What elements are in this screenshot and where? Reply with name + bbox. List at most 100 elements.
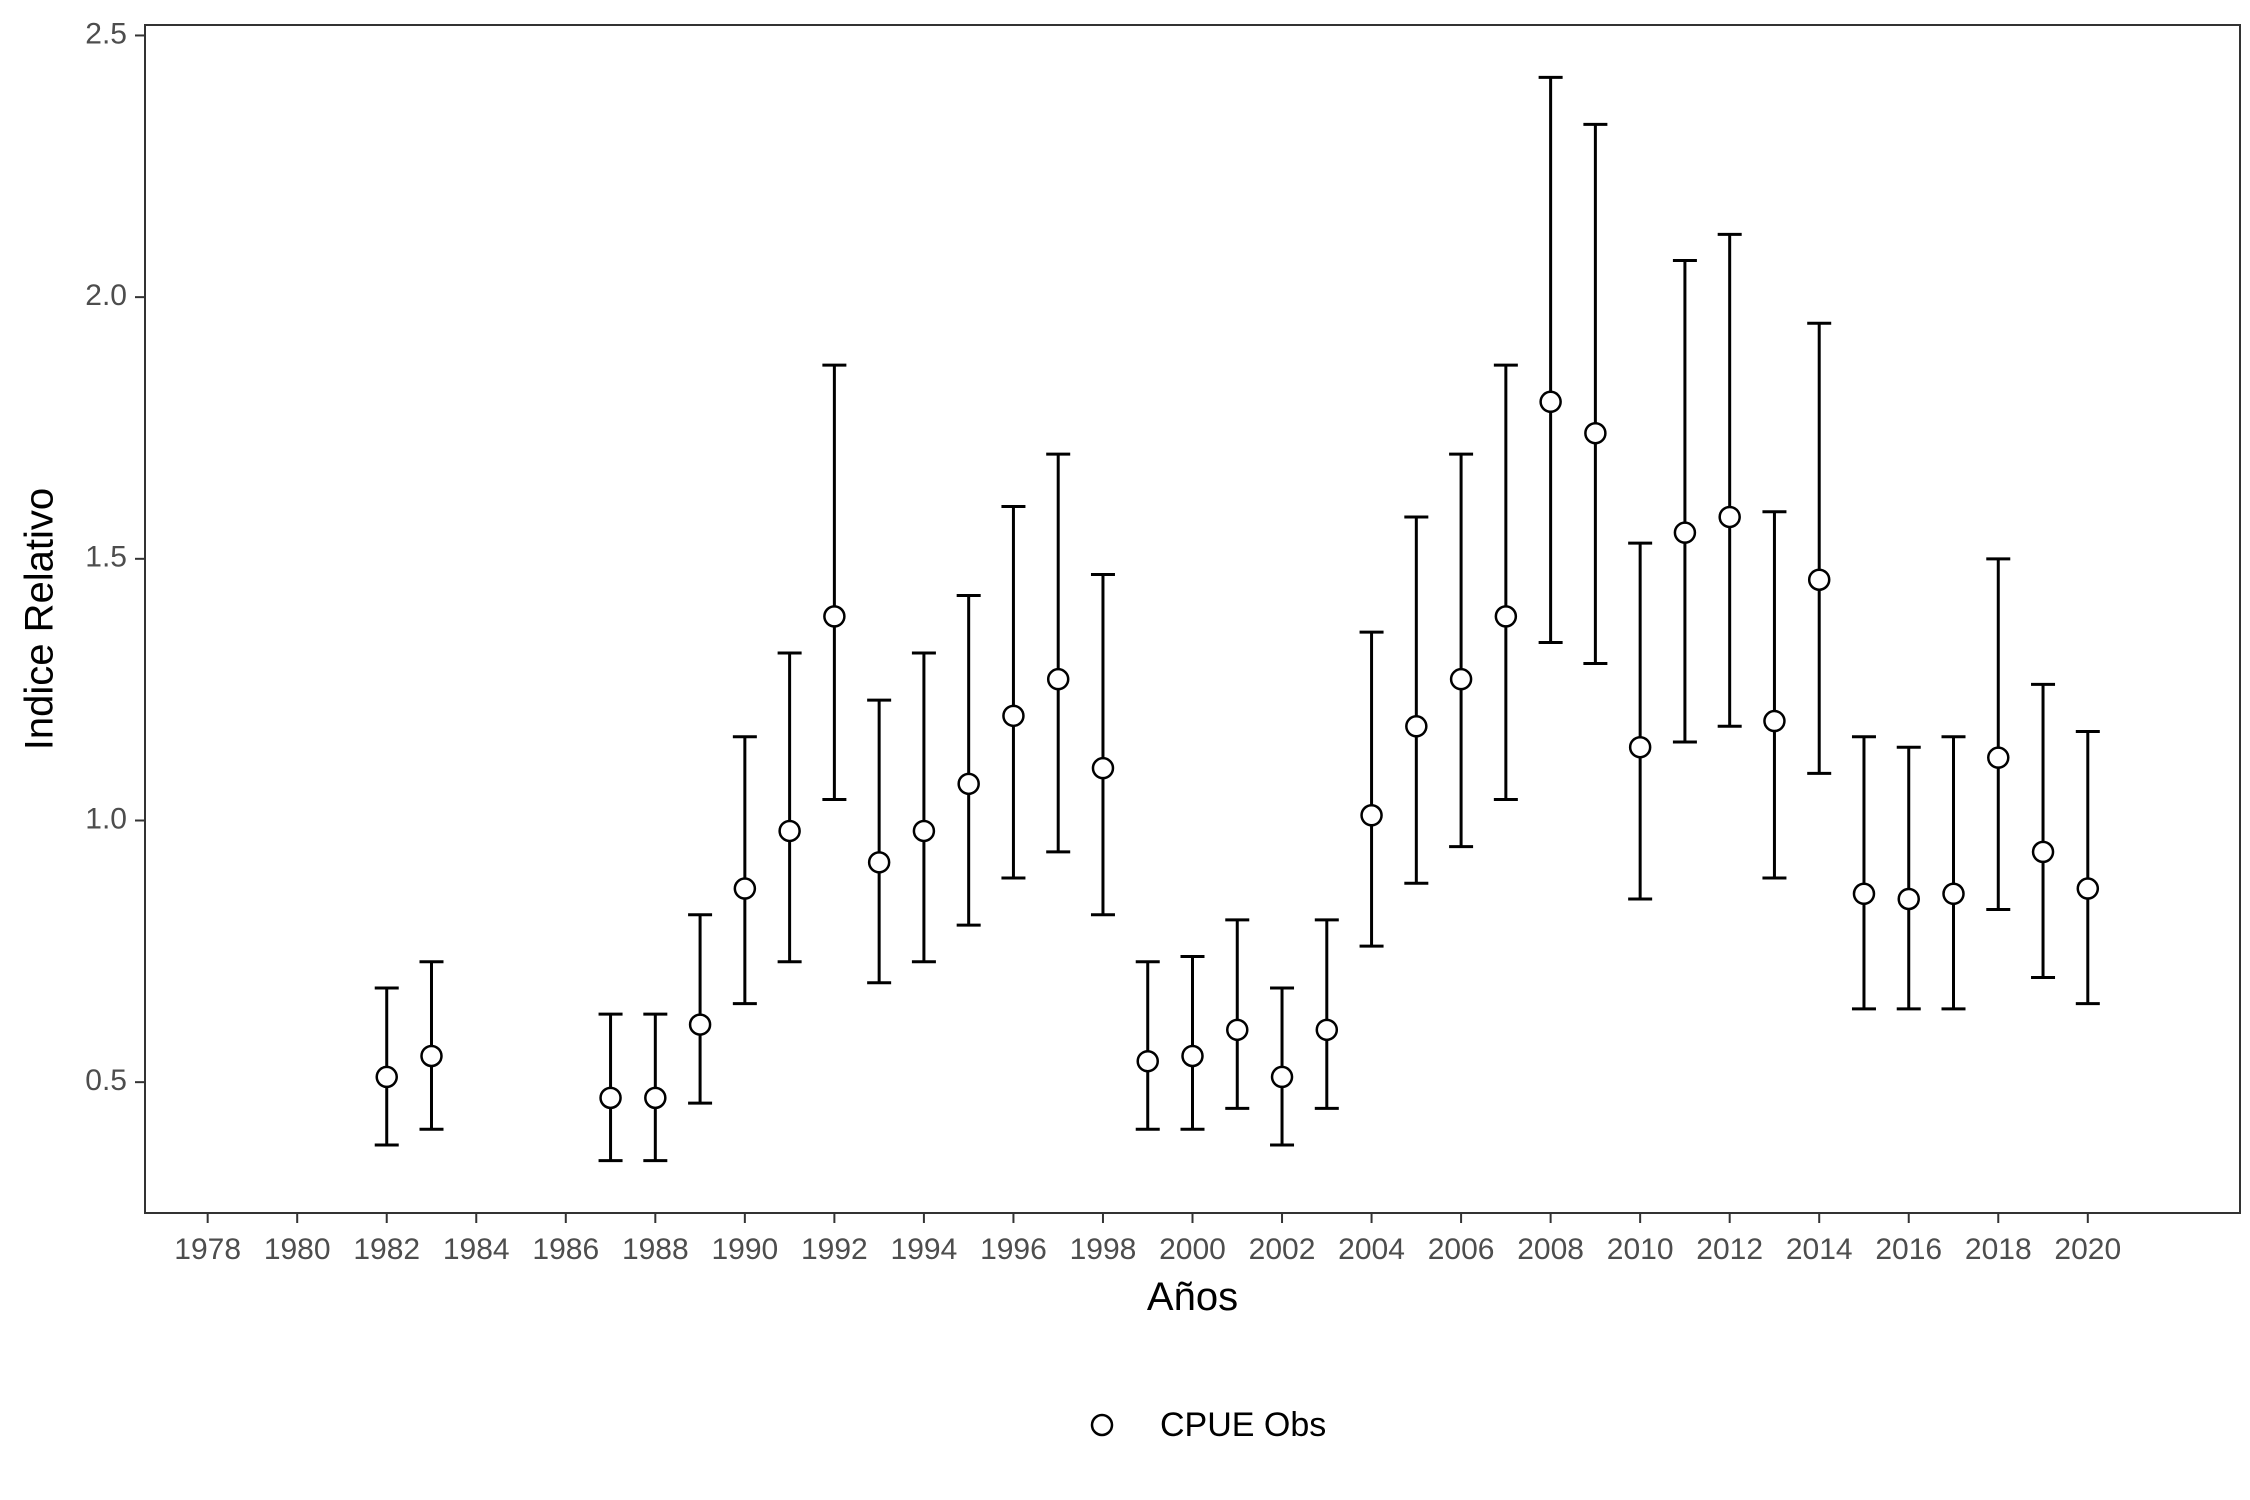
data-point-group <box>1493 363 1518 802</box>
x-tick-label: 1996 <box>980 1233 1047 1266</box>
data-point <box>1897 887 1920 911</box>
data-point-group <box>1762 510 1787 880</box>
data-point-group <box>1449 452 1474 849</box>
data-point <box>867 851 891 874</box>
x-tick-label: 1980 <box>264 1233 331 1266</box>
data-point-group <box>1538 75 1563 645</box>
legend: CPUE Obs <box>1090 1406 1326 1444</box>
x-tick-label: 1984 <box>443 1233 510 1266</box>
data-point <box>2031 840 2055 864</box>
data-point-group <box>598 1012 623 1163</box>
data-point <box>778 819 801 843</box>
x-tick-label: 2014 <box>1786 1233 1853 1266</box>
legend-key-circle <box>1090 1413 1114 1437</box>
data-point-group <box>1896 745 1921 1011</box>
data-point-group <box>1628 541 1653 901</box>
chart-marks <box>374 75 2100 1163</box>
data-point-group <box>1090 573 1115 917</box>
data-point <box>688 1013 712 1036</box>
data-point-group <box>1270 986 1295 1147</box>
data-point <box>2076 877 2100 900</box>
data-point <box>1628 735 1652 759</box>
x-tick-label: 1994 <box>891 1233 958 1266</box>
x-tick-label: 1992 <box>801 1233 868 1266</box>
data-point <box>1270 1065 1294 1089</box>
data-point <box>1136 1049 1159 1073</box>
x-tick-label: 2004 <box>1338 1233 1405 1266</box>
data-point-group <box>1001 504 1026 880</box>
x-tick-label: 2018 <box>1965 1233 2032 1266</box>
legend-label: CPUE Obs <box>1160 1406 1326 1444</box>
x-tick-label: 2012 <box>1696 1233 1763 1266</box>
data-point-group <box>2075 730 2100 1006</box>
y-tick-label: 1.5 <box>85 541 127 574</box>
data-point-group <box>1225 918 1250 1110</box>
data-point-group <box>1404 515 1429 885</box>
data-point-group <box>956 593 981 927</box>
data-point <box>1673 521 1697 544</box>
data-point-group <box>1359 630 1384 948</box>
y-axis: 0.5 1.0 1.5 2.0 2.5 <box>85 17 145 1097</box>
data-point-group <box>1583 122 1608 665</box>
data-point <box>1046 667 1070 691</box>
data-point-group <box>2031 682 2056 979</box>
x-tick-label: 2010 <box>1607 1233 1674 1266</box>
x-tick-label: 2008 <box>1517 1233 1584 1266</box>
data-point <box>1987 746 2010 769</box>
data-point <box>1315 1018 1339 1042</box>
data-point <box>1360 804 1383 827</box>
data-point-group <box>643 1012 668 1163</box>
data-point-group <box>1941 735 1966 1011</box>
x-tick-label: 1986 <box>532 1233 599 1266</box>
data-point-group <box>374 986 399 1147</box>
x-tick-label: 2002 <box>1249 1233 1316 1266</box>
y-tick-label: 2.0 <box>85 279 127 312</box>
x-axis-title: Años <box>1147 1275 1238 1319</box>
data-point-group <box>777 651 802 964</box>
data-point-group <box>419 960 444 1131</box>
data-point <box>1807 568 1831 591</box>
data-point <box>375 1065 398 1089</box>
data-point <box>1449 667 1473 691</box>
data-point-group <box>867 698 892 985</box>
data-point <box>1226 1018 1249 1042</box>
x-tick-label: 2000 <box>1159 1233 1226 1266</box>
data-point-group <box>1851 735 1876 1011</box>
data-point-group <box>1807 321 1832 775</box>
y-tick-label: 2.5 <box>85 17 127 50</box>
data-point <box>644 1086 667 1110</box>
x-tick-label: 2006 <box>1428 1233 1495 1266</box>
data-point-group <box>1717 232 1742 728</box>
data-point-group <box>1046 452 1071 854</box>
data-point-group <box>1135 960 1160 1131</box>
y-tick-label: 0.5 <box>85 1064 127 1097</box>
data-point <box>733 877 757 900</box>
data-point-group <box>911 651 936 964</box>
data-point-group <box>822 363 847 802</box>
x-tick-label: 2016 <box>1875 1233 1942 1266</box>
x-tick-label: 1990 <box>711 1233 778 1266</box>
y-tick-label: 1.0 <box>85 802 127 835</box>
data-point <box>1494 605 1518 628</box>
x-tick-label: 2020 <box>2054 1233 2121 1266</box>
data-point-group <box>1180 955 1205 1131</box>
data-point <box>1584 421 1607 445</box>
data-point <box>1405 715 1428 738</box>
data-point <box>1539 390 1562 414</box>
x-tick-label: 1982 <box>353 1233 420 1266</box>
x-tick-label: 1998 <box>1070 1233 1137 1266</box>
x-tick-label: 1978 <box>174 1233 241 1266</box>
y-axis-title: Indice Relativo <box>18 488 62 750</box>
data-point <box>420 1044 443 1068</box>
data-point <box>1852 882 1876 906</box>
data-point-group <box>1672 259 1697 744</box>
data-point <box>957 772 980 796</box>
data-point <box>1942 882 1965 906</box>
data-point-group <box>732 735 757 1006</box>
data-point <box>823 605 846 628</box>
data-point <box>1763 709 1786 733</box>
data-point-group <box>688 913 713 1105</box>
data-point <box>912 819 936 843</box>
x-tick-label: 1988 <box>622 1233 689 1266</box>
